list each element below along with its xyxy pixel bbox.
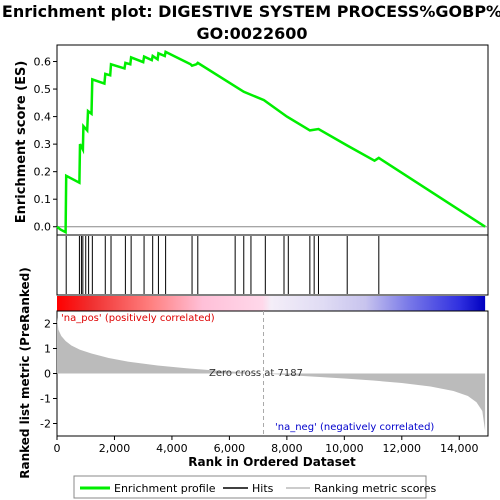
es-y-tick-label: 0.1 xyxy=(34,193,52,206)
metric-y-tick-label: 1 xyxy=(44,343,51,356)
enrichment-profile-line xyxy=(56,50,486,235)
es-y-tick-label: 0.6 xyxy=(34,56,52,69)
neg-correlated-label: 'na_neg' (negatively correlated) xyxy=(275,422,434,433)
metric-y-tick-label: 2 xyxy=(44,318,51,331)
pos-correlated-label: 'na_pos' (positively correlated) xyxy=(61,313,215,324)
metric-axis-label: Ranked list metric (PreRanked) xyxy=(18,267,32,479)
x-axis-label: Rank in Ordered Dataset xyxy=(188,455,356,469)
rank-heatmap-gradient xyxy=(57,296,486,311)
es-axis-label: Enrichment score (ES) xyxy=(14,61,29,224)
x-tick-label: 14,000 xyxy=(440,442,479,455)
legend-frame xyxy=(73,475,427,499)
x-tick-label: 6,000 xyxy=(214,442,246,455)
es-y-tick-label: 0.4 xyxy=(34,111,52,124)
metric-y-tick-label: -2 xyxy=(40,418,51,431)
chart-title-line-1: Enrichment plot: DIGESTIVE SYSTEM PROCES… xyxy=(2,2,500,21)
metric-panel: 2 1 0 -1 -2 0 2,000 4,000 6,000 8,000 10,000 12,00… xyxy=(18,267,489,479)
hits-panel xyxy=(56,234,489,296)
metric-y-tick-label: -1 xyxy=(40,393,51,406)
es-panel-frame xyxy=(56,44,489,236)
x-tick-label: 8,000 xyxy=(271,442,303,455)
x-tick-label: 4,000 xyxy=(156,442,188,455)
hits-panel-frame xyxy=(56,234,489,296)
es-y-tick-label: 0.5 xyxy=(34,83,52,96)
rank-heatmap-bar xyxy=(57,296,486,311)
x-tick-label: 2,000 xyxy=(99,442,131,455)
ranking-metric-area xyxy=(57,317,486,431)
es-panel: 0.0 0.1 0.2 0.3 0.4 0.5 0.6 Enrichment score (… xyxy=(14,44,489,236)
x-tick-label: 0 xyxy=(54,442,61,455)
chart-title-line-2: GO:0022600 xyxy=(196,24,307,43)
x-tick-label: 12,000 xyxy=(383,442,422,455)
x-tick-label: 10,000 xyxy=(325,442,364,455)
metric-y-tick-label: 0 xyxy=(44,368,51,381)
legend-metric-label: Ranking metric scores xyxy=(314,482,436,495)
es-y-tick-label: 0.0 xyxy=(34,221,52,234)
zero-cross-label: Zero cross at 7187 xyxy=(209,368,303,379)
legend: Enrichment profile Hits Ranking metric s… xyxy=(73,475,436,499)
legend-hits-label: Hits xyxy=(252,482,274,495)
es-y-tick-label: 0.3 xyxy=(34,138,52,151)
es-y-tick-label: 0.2 xyxy=(34,166,52,179)
legend-enrichment-label: Enrichment profile xyxy=(114,482,216,495)
